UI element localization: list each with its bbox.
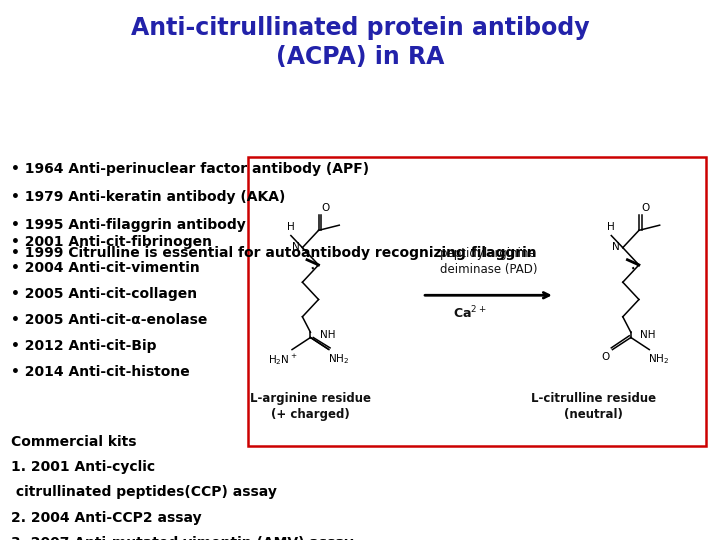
Text: • 2005 Anti-cit-α-enolase: • 2005 Anti-cit-α-enolase	[11, 313, 207, 327]
Text: 3. 2007 Anti-mutated vimentin (AMV) assay: 3. 2007 Anti-mutated vimentin (AMV) assa…	[11, 536, 354, 540]
Text: • 2012 Anti-cit-Bip: • 2012 Anti-cit-Bip	[11, 339, 156, 353]
Text: L-citrulline residue
(neutral): L-citrulline residue (neutral)	[531, 392, 656, 421]
Text: 2. 2004 Anti-CCP2 assay: 2. 2004 Anti-CCP2 assay	[11, 511, 202, 525]
Text: Commercial kits: Commercial kits	[11, 435, 136, 449]
FancyBboxPatch shape	[248, 157, 706, 446]
Text: • 1995 Anti-filaggrin antibody: • 1995 Anti-filaggrin antibody	[11, 218, 246, 232]
Text: O: O	[321, 203, 330, 213]
Text: NH$_2$: NH$_2$	[328, 352, 348, 366]
Text: • 2014 Anti-cit-histone: • 2014 Anti-cit-histone	[11, 364, 189, 379]
Text: citrullinated peptides(CCP) assay: citrullinated peptides(CCP) assay	[11, 485, 276, 500]
Text: N: N	[612, 242, 620, 252]
Text: • 2001 Anti-cit-fibrinogen: • 2001 Anti-cit-fibrinogen	[11, 235, 212, 249]
Text: H$_2$N$^+$: H$_2$N$^+$	[268, 352, 297, 367]
Text: • 1999 Citrulline is essential for autoantibody recognizing filaggrin: • 1999 Citrulline is essential for autoa…	[11, 246, 536, 260]
Text: O: O	[642, 203, 650, 213]
Text: Anti-citrullinated protein antibody
(ACPA) in RA: Anti-citrullinated protein antibody (ACP…	[131, 16, 589, 69]
Text: L-arginine residue
(+ charged): L-arginine residue (+ charged)	[250, 392, 371, 421]
Text: N: N	[292, 242, 300, 252]
Text: H: H	[608, 222, 615, 232]
Text: O: O	[601, 352, 610, 362]
Text: H: H	[287, 222, 294, 232]
Text: NH: NH	[640, 330, 656, 340]
Text: 1. 2001 Anti-cyclic: 1. 2001 Anti-cyclic	[11, 460, 155, 474]
Text: Ca$^{2+}$: Ca$^{2+}$	[454, 305, 487, 322]
Text: NH$_2$: NH$_2$	[648, 352, 669, 366]
Text: • 1964 Anti-perinuclear factor antibody (APF): • 1964 Anti-perinuclear factor antibody …	[11, 162, 369, 176]
Text: peptidylarginine
deiminase (PAD): peptidylarginine deiminase (PAD)	[440, 247, 537, 276]
Text: • 2005 Anti-cit-collagen: • 2005 Anti-cit-collagen	[11, 287, 197, 301]
Text: • 1979 Anti-keratin antibody (AKA): • 1979 Anti-keratin antibody (AKA)	[11, 190, 285, 204]
Text: • 2004 Anti-cit-vimentin: • 2004 Anti-cit-vimentin	[11, 261, 199, 275]
Text: NH: NH	[320, 330, 336, 340]
